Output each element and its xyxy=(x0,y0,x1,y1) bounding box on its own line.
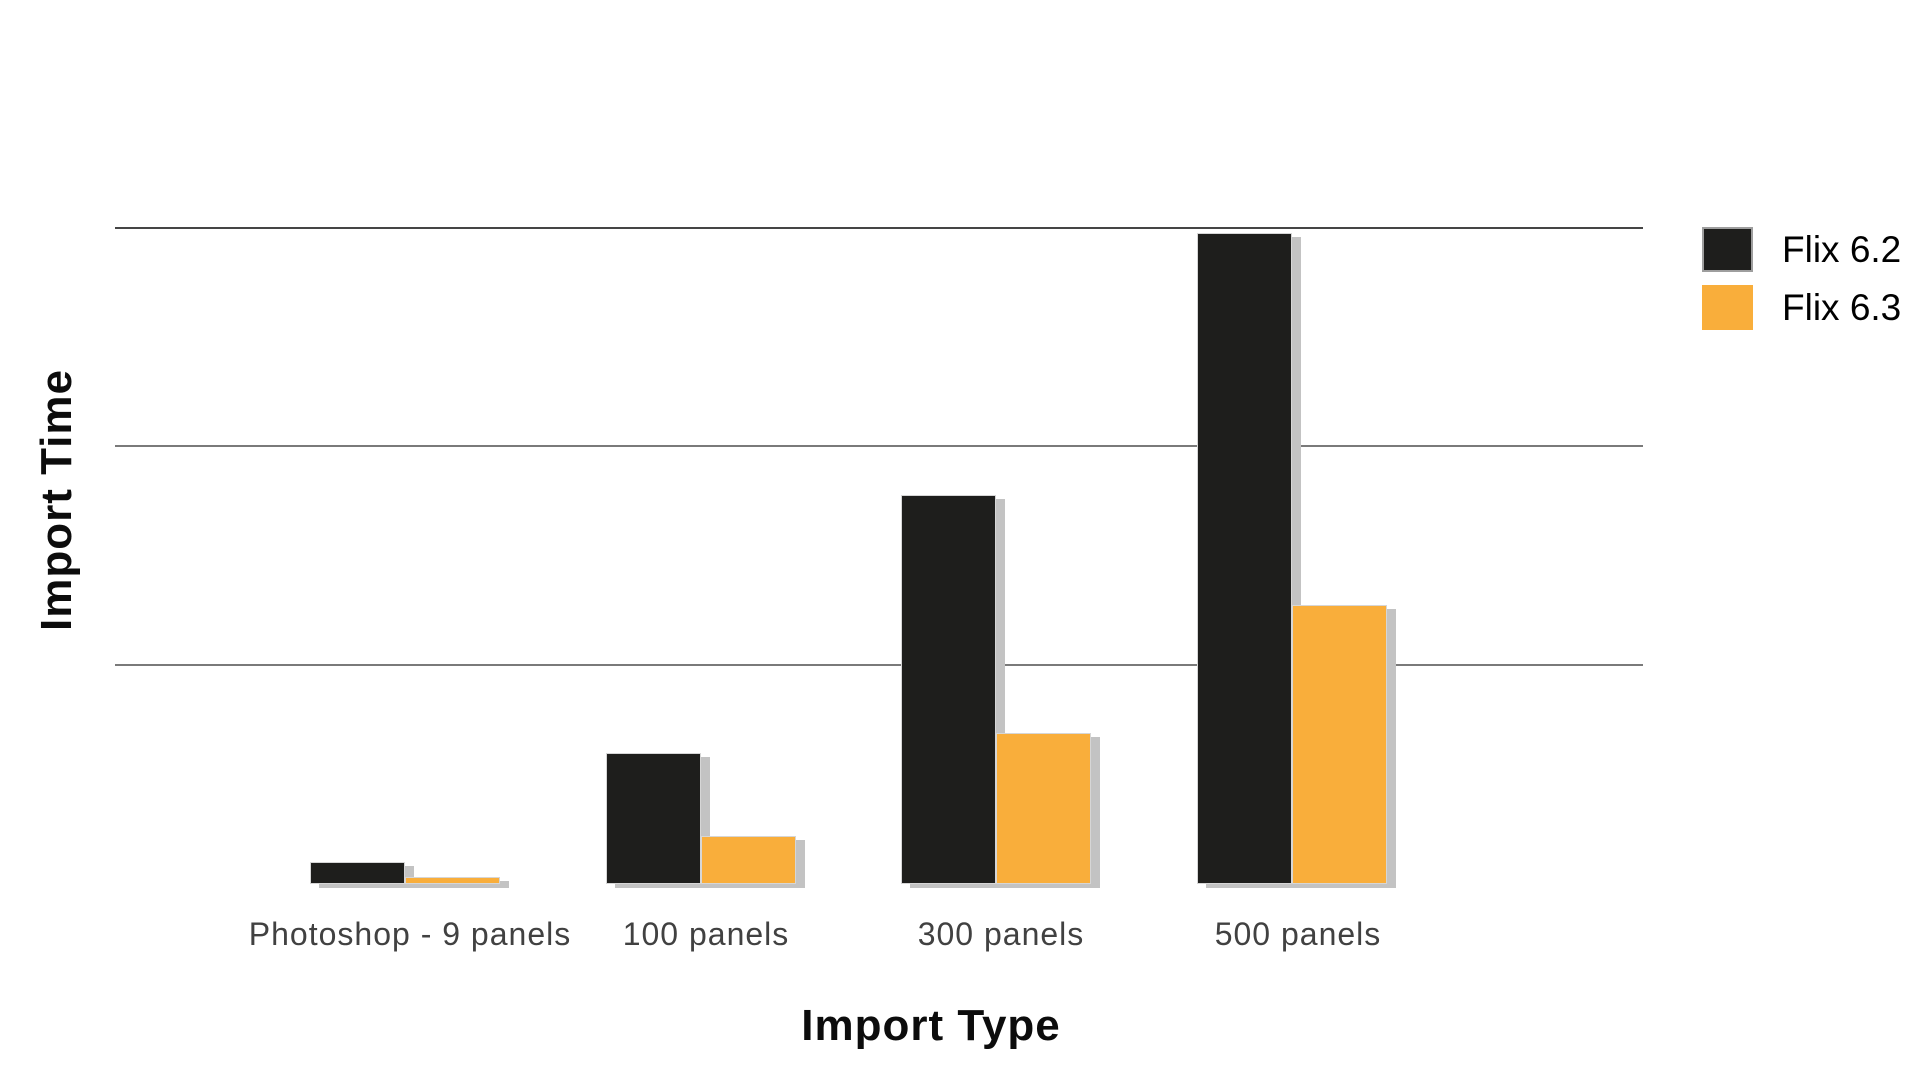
bar-flix-6-2-500-panels xyxy=(1197,233,1292,884)
legend-swatch-flix-6-3 xyxy=(1702,285,1753,330)
x-axis-title: Import Type xyxy=(801,1001,1061,1050)
bar-flix-6-3-300-panels xyxy=(996,733,1091,884)
legend-item-flix-6-2: Flix 6.2 xyxy=(1702,227,1901,272)
bar-flix-6-2-photoshop-9-panels xyxy=(310,862,405,884)
gridline xyxy=(115,664,1643,666)
gridline xyxy=(115,445,1643,447)
bar-flix-6-3-photoshop-9-panels xyxy=(405,877,500,884)
bar-flix-6-3-100-panels xyxy=(701,836,796,884)
bar-flix-6-2-300-panels xyxy=(901,495,996,884)
legend: Flix 6.2 Flix 6.3 xyxy=(1702,227,1901,330)
gridline xyxy=(115,227,1643,229)
legend-item-flix-6-3: Flix 6.3 xyxy=(1702,285,1901,330)
category-label-500-panels: 500 panels xyxy=(1214,916,1382,952)
legend-swatch-flix-6-2 xyxy=(1702,227,1753,272)
category-label-photoshop-9-panels: Photoshop - 9 panels xyxy=(248,916,572,952)
bar-flix-6-3-500-panels xyxy=(1292,605,1387,884)
legend-label: Flix 6.2 xyxy=(1782,228,1902,270)
bar-flix-6-2-100-panels xyxy=(606,753,701,884)
y-axis-title: Import Time xyxy=(32,368,81,632)
legend-label: Flix 6.3 xyxy=(1782,286,1902,328)
category-label-100-panels: 100 panels xyxy=(622,916,790,952)
category-label-300-panels: 300 panels xyxy=(917,916,1085,952)
